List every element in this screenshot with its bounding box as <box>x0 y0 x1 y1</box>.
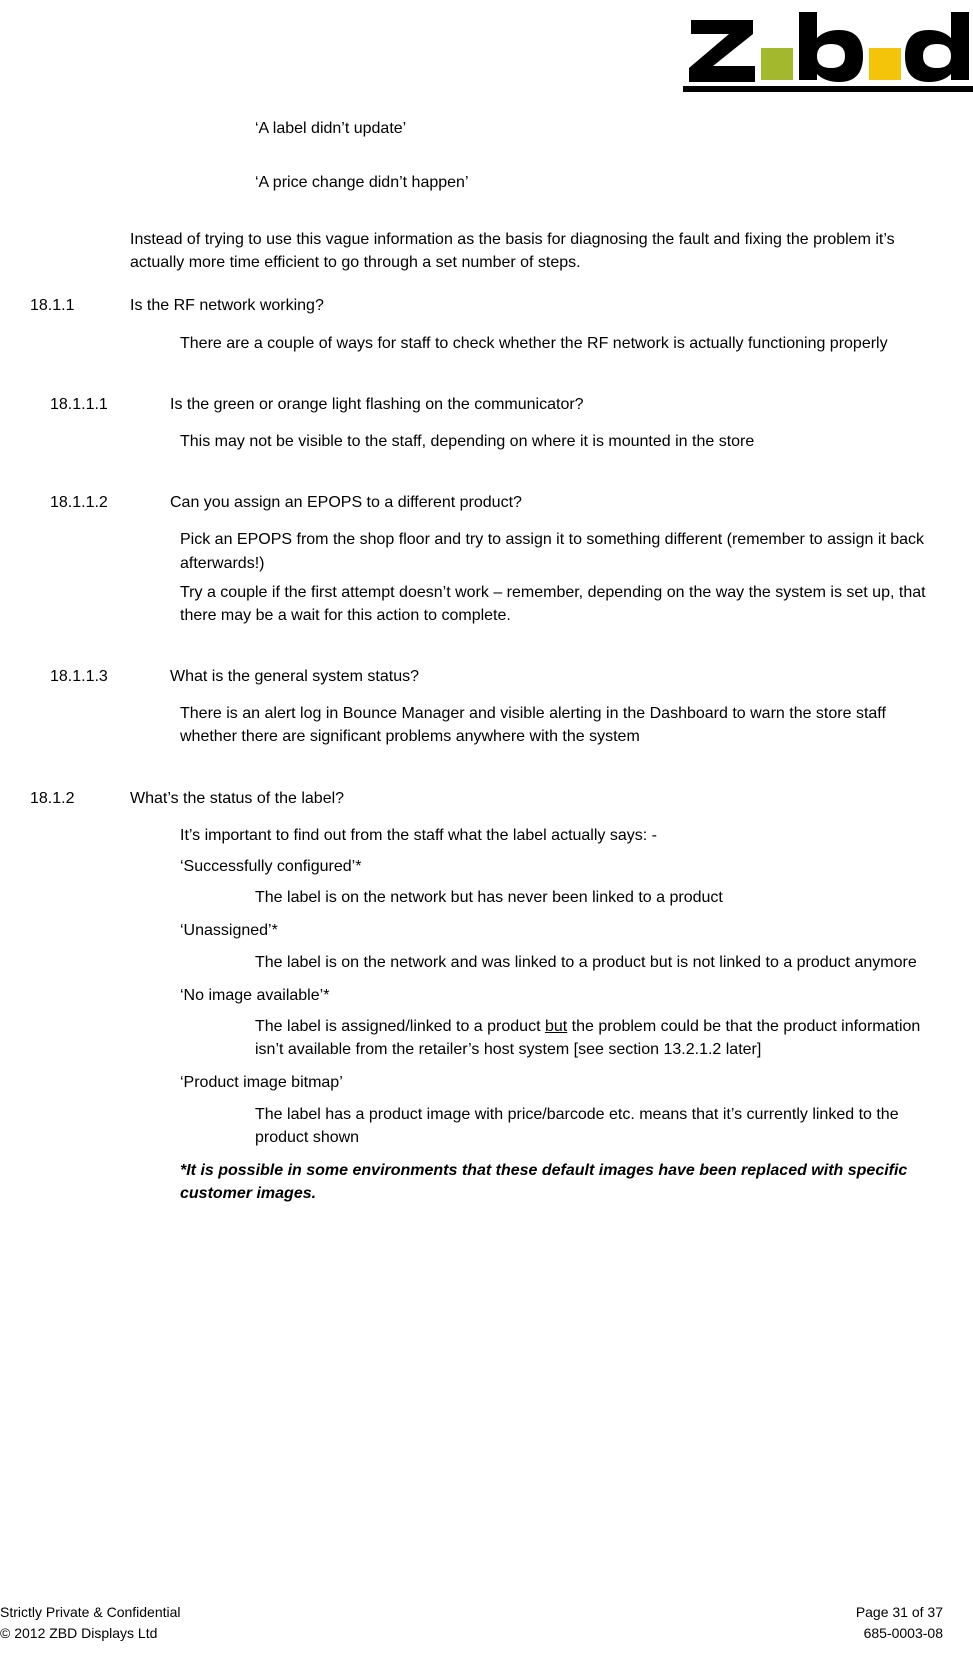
underlined-text: but <box>545 1018 567 1035</box>
section-number: 18.1.1.2 <box>30 491 170 514</box>
copyright-notice: © 2012 ZBD Displays Ltd <box>0 1623 181 1643</box>
status-description: The label has a product image with price… <box>255 1103 943 1149</box>
document-body: ‘A label didn’t update’ ‘A price change … <box>30 120 943 1205</box>
section-number: 18.1.1.3 <box>30 665 170 688</box>
text-fragment: The label is assigned/linked to a produc… <box>255 1018 545 1035</box>
quote-line: ‘A label didn’t update’ <box>255 120 943 138</box>
quote-line: ‘A price change didn’t happen’ <box>255 174 943 192</box>
section-body: This may not be visible to the staff, de… <box>180 430 943 453</box>
footnote: *It is possible in some environments tha… <box>180 1159 943 1205</box>
section-title: Is the RF network working? <box>130 294 943 317</box>
section-heading: 18.1.1 Is the RF network working? <box>30 294 943 317</box>
zbd-logo <box>683 12 973 92</box>
page-number: Page 31 of 37 <box>856 1602 943 1622</box>
status-label: ‘Successfully configured’* <box>180 855 943 878</box>
intro-paragraph: Instead of trying to use this vague info… <box>130 228 943 274</box>
status-description: The label is on the network and was link… <box>255 951 943 974</box>
section-title: Can you assign an EPOPS to a different p… <box>170 491 943 514</box>
section-body: Try a couple if the first attempt doesn’… <box>180 581 943 627</box>
document-page: ‘A label didn’t update’ ‘A price change … <box>0 0 973 1667</box>
status-label: ‘No image available’* <box>180 984 943 1007</box>
confidentiality-notice: Strictly Private & Confidential <box>0 1602 181 1622</box>
status-description: The label is on the network but has neve… <box>255 886 943 909</box>
section-heading: 18.1.1.1 Is the green or orange light fl… <box>30 393 943 416</box>
section-heading: 18.1.1.3 What is the general system stat… <box>30 665 943 688</box>
status-label: ‘Unassigned’* <box>180 919 943 942</box>
section-title: Is the green or orange light flashing on… <box>170 393 943 416</box>
section-body: Pick an EPOPS from the shop floor and tr… <box>180 528 943 574</box>
status-description: The label is assigned/linked to a produc… <box>255 1015 943 1061</box>
footer-right: Page 31 of 37 685-0003-08 <box>856 1602 943 1643</box>
section-number: 18.1.2 <box>30 787 130 810</box>
status-label: ‘Product image bitmap’ <box>180 1071 943 1094</box>
section-number: 18.1.1 <box>30 294 130 317</box>
section-heading: 18.1.2 What’s the status of the label? <box>30 787 943 810</box>
section-title: What’s the status of the label? <box>130 787 943 810</box>
footer-left: Strictly Private & Confidential © 2012 Z… <box>0 1602 181 1643</box>
section-intro: It’s important to find out from the staf… <box>180 824 943 847</box>
section-number: 18.1.1.1 <box>30 393 170 416</box>
section-body: There are a couple of ways for staff to … <box>180 332 943 355</box>
section-heading: 18.1.1.2 Can you assign an EPOPS to a di… <box>30 491 943 514</box>
section-title: What is the general system status? <box>170 665 943 688</box>
section-body: There is an alert log in Bounce Manager … <box>180 702 943 748</box>
document-number: 685-0003-08 <box>856 1623 943 1643</box>
page-footer: Strictly Private & Confidential © 2012 Z… <box>0 1602 943 1643</box>
